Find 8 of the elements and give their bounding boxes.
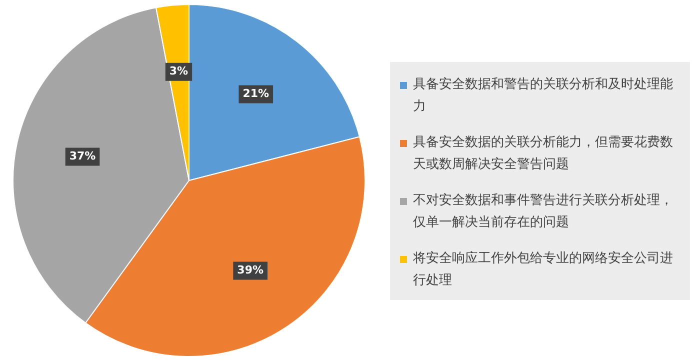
legend-label: 不对安全数据和事件警告进行关联分析处理，仅单一解决当前存在的问题 bbox=[413, 192, 674, 232]
data-label: 3% bbox=[169, 64, 188, 78]
data-label: 37% bbox=[69, 150, 96, 163]
legend-label: 具备安全数据的关联分析能力，但需要花费数天或数周解决安全警告问题 bbox=[413, 134, 674, 174]
data-label: 21% bbox=[242, 87, 270, 100]
data-label: 39% bbox=[237, 264, 264, 277]
legend-label: 具备安全数据和警告的关联分析和及时处理能力 bbox=[413, 76, 674, 116]
legend-label: 将安全响应工作外包给专业的网络安全公司进行处理 bbox=[413, 250, 674, 290]
